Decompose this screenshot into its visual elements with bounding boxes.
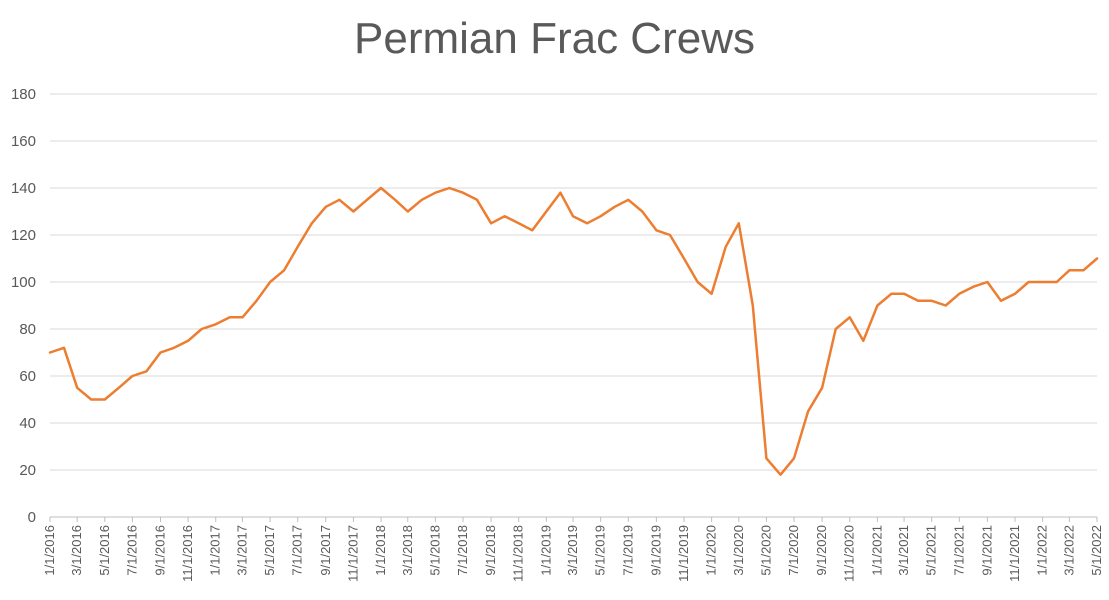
x-tick-label: 7/1/2018	[455, 525, 470, 576]
x-tick-label: 1/1/2019	[538, 525, 553, 576]
x-tick-label: 5/1/2022	[1089, 525, 1104, 576]
x-tick-label: 1/1/2022	[1035, 525, 1050, 576]
y-tick-label: 0	[28, 509, 36, 526]
chart-title: Permian Frac Crews	[354, 14, 755, 63]
x-tick-label: 11/1/2020	[842, 525, 857, 582]
x-tick-label: 3/1/2022	[1061, 525, 1076, 576]
x-tick-label: 11/1/2019	[676, 525, 691, 582]
x-tick-label: 9/1/2017	[318, 525, 333, 576]
x-tick-label: 5/1/2018	[427, 525, 442, 576]
x-tick-label: 11/1/2021	[1007, 525, 1022, 582]
x-tick-label: 3/1/2019	[565, 525, 580, 576]
x-tick-label: 5/1/2016	[97, 525, 112, 576]
x-tick-label: 3/1/2016	[69, 525, 84, 576]
x-tick-label: 9/1/2019	[648, 525, 663, 576]
y-tick-label: 100	[11, 274, 36, 291]
x-tick-label: 1/1/2016	[42, 525, 57, 576]
x-tick-label: 5/1/2020	[758, 525, 773, 576]
x-tick-label: 11/1/2016	[180, 525, 195, 582]
x-tick-label: 5/1/2017	[262, 525, 277, 576]
x-tick-label: 9/1/2018	[483, 525, 498, 576]
y-tick-label: 120	[11, 227, 36, 244]
y-tick-label: 180	[11, 86, 36, 103]
x-tick-label: 5/1/2021	[924, 525, 939, 576]
y-tick-label: 60	[19, 368, 36, 385]
x-tick-label: 3/1/2021	[896, 525, 911, 576]
x-tick-label: 11/1/2018	[511, 525, 526, 582]
x-tick-label: 9/1/2016	[152, 525, 167, 576]
y-tick-label: 160	[11, 133, 36, 150]
y-tick-label: 140	[11, 180, 36, 197]
x-tick-label: 7/1/2020	[786, 525, 801, 576]
x-tick-label: 7/1/2016	[124, 525, 139, 576]
x-tick-label: 1/1/2018	[373, 525, 388, 576]
x-tick-label: 1/1/2021	[869, 525, 884, 576]
x-tick-label: 9/1/2021	[979, 525, 994, 576]
x-tick-label: 7/1/2017	[290, 525, 305, 576]
x-tick-label: 3/1/2018	[400, 525, 415, 576]
series-line	[48, 186, 1099, 476]
x-tick-label: 1/1/2017	[208, 525, 223, 576]
x-tick-label: 1/1/2020	[704, 525, 719, 576]
x-tick-label: 11/1/2017	[345, 525, 360, 582]
y-tick-label: 20	[19, 462, 36, 479]
y-tick-label: 40	[19, 415, 36, 432]
x-tick-label: 3/1/2020	[731, 525, 746, 576]
x-tick-label: 7/1/2021	[951, 525, 966, 576]
x-tick-label: 3/1/2017	[234, 525, 249, 576]
y-tick-label: 80	[19, 321, 36, 338]
x-tick-label: 5/1/2019	[593, 525, 608, 576]
x-tick-label: 7/1/2019	[620, 525, 635, 576]
x-tick-label: 9/1/2020	[814, 525, 829, 576]
